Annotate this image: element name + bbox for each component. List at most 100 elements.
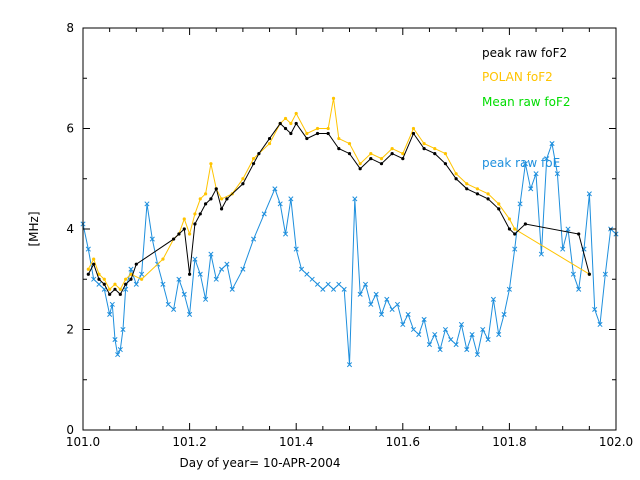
data-point-peak-raw-foe bbox=[485, 336, 491, 343]
data-point-peak-raw-foe bbox=[181, 291, 187, 297]
data-point-peak-raw-fof2 bbox=[129, 277, 133, 281]
data-point-peak-raw-fof2 bbox=[283, 126, 288, 131]
data-point-polan-fof2 bbox=[454, 172, 458, 176]
data-point-peak-raw-foe bbox=[480, 326, 486, 333]
data-point-peak-raw-foe bbox=[533, 171, 539, 177]
data-point-peak-raw-foe bbox=[203, 296, 209, 302]
x-tick-label: 101.2 bbox=[172, 435, 206, 449]
data-point-peak-raw-foe bbox=[464, 347, 470, 353]
legend-entry-peak-raw-fof2: peak raw foF2 bbox=[482, 46, 567, 60]
y-tick-label: 2 bbox=[66, 323, 74, 337]
data-point-polan-fof2 bbox=[203, 192, 208, 196]
data-point-peak-raw-foe bbox=[282, 231, 289, 237]
data-point-peak-raw-fof2 bbox=[433, 152, 437, 156]
data-point-peak-raw-foe bbox=[432, 331, 438, 338]
data-point-polan-fof2 bbox=[241, 177, 245, 181]
y-axis-label: [MHz] bbox=[27, 211, 41, 246]
data-point-peak-raw-foe bbox=[192, 256, 198, 262]
data-point-peak-raw-foe bbox=[224, 261, 230, 267]
data-point-peak-raw-foe bbox=[293, 246, 299, 252]
data-point-peak-raw-fof2 bbox=[134, 262, 138, 266]
data-point-peak-raw-fof2 bbox=[401, 157, 405, 161]
data-point-peak-raw-fof2 bbox=[102, 282, 106, 286]
data-point-polan-fof2 bbox=[129, 272, 133, 276]
data-point-peak-raw-foe bbox=[336, 281, 342, 287]
data-point-peak-raw-foe bbox=[128, 266, 134, 272]
data-point-peak-raw-foe bbox=[394, 301, 401, 307]
data-point-peak-raw-foe bbox=[453, 342, 459, 348]
data-point-peak-raw-fof2 bbox=[113, 287, 117, 291]
data-point-polan-fof2 bbox=[92, 257, 96, 261]
data-point-polan-fof2 bbox=[347, 141, 352, 146]
x-tick-label: 101.0 bbox=[66, 435, 100, 449]
data-point-peak-raw-foe bbox=[171, 306, 177, 312]
data-point-peak-raw-fof2 bbox=[219, 207, 224, 211]
data-point-peak-raw-foe bbox=[357, 291, 363, 297]
legend-entry-mean-raw-fof2: Mean raw foF2 bbox=[482, 95, 571, 109]
data-point-polan-fof2 bbox=[305, 131, 309, 136]
data-point-peak-raw-foe bbox=[448, 336, 454, 343]
data-point-peak-raw-foe bbox=[160, 281, 166, 287]
data-point-peak-raw-fof2 bbox=[203, 202, 208, 206]
data-point-peak-raw-foe bbox=[544, 156, 550, 162]
data-point-peak-raw-foe bbox=[352, 196, 358, 202]
data-point-polan-fof2 bbox=[251, 157, 256, 161]
y-tick-label: 8 bbox=[66, 21, 74, 35]
legend-entry-peak-raw-foe: peak raw foE bbox=[482, 156, 560, 170]
data-point-peak-raw-foe bbox=[139, 271, 145, 277]
data-point-peak-raw-foe bbox=[597, 321, 603, 328]
data-point-polan-fof2 bbox=[267, 141, 272, 146]
data-point-peak-raw-foe bbox=[416, 331, 422, 338]
data-point-polan-fof2 bbox=[315, 126, 320, 131]
data-point-peak-raw-fof2 bbox=[177, 232, 181, 236]
data-point-polan-fof2 bbox=[294, 111, 298, 116]
data-point-peak-raw-foe bbox=[458, 321, 464, 328]
data-point-peak-raw-foe bbox=[288, 196, 294, 202]
data-point-peak-raw-foe bbox=[437, 347, 443, 353]
data-point-polan-fof2 bbox=[182, 217, 186, 221]
data-point-peak-raw-foe bbox=[410, 326, 417, 333]
data-point-polan-fof2 bbox=[513, 227, 517, 231]
data-point-peak-raw-foe bbox=[405, 311, 411, 317]
ticks-layer: 101.0 101.2 101.4 101.6 101.8 102.0 0 2 4 6 8 bbox=[66, 21, 633, 449]
data-point-peak-raw-foe bbox=[197, 271, 203, 277]
y-tick-label: 0 bbox=[66, 423, 74, 437]
legend-entry-polan-fof2: POLAN foF2 bbox=[482, 70, 553, 84]
data-point-polan-fof2 bbox=[369, 152, 373, 156]
data-point-peak-raw-fof2 bbox=[294, 121, 298, 126]
data-point-peak-raw-foe bbox=[384, 296, 390, 302]
data-point-polan-fof2 bbox=[198, 197, 202, 201]
data-point-peak-raw-foe bbox=[107, 311, 113, 317]
data-point-peak-raw-foe bbox=[368, 301, 374, 307]
data-point-peak-raw-foe bbox=[272, 186, 278, 192]
data-point-peak-raw-foe bbox=[592, 306, 598, 312]
data-point-peak-raw-foe bbox=[469, 331, 475, 338]
data-point-peak-raw-foe bbox=[522, 161, 528, 167]
data-point-peak-raw-foe bbox=[219, 266, 225, 272]
data-point-peak-raw-fof2 bbox=[454, 177, 458, 181]
data-point-peak-raw-foe bbox=[117, 347, 123, 353]
data-point-peak-raw-foe bbox=[389, 306, 395, 312]
data-point-peak-raw-foe bbox=[251, 236, 257, 242]
data-point-polan-fof2 bbox=[108, 287, 112, 291]
data-point-peak-raw-foe bbox=[549, 141, 555, 147]
data-point-polan-fof2 bbox=[289, 121, 293, 126]
data-point-peak-raw-fof2 bbox=[97, 277, 101, 281]
data-point-peak-raw-foe bbox=[570, 271, 576, 277]
data-point-peak-raw-fof2 bbox=[92, 262, 96, 266]
data-point-peak-raw-foe bbox=[362, 281, 369, 287]
data-point-peak-raw-fof2 bbox=[411, 131, 416, 136]
data-point-peak-raw-foe bbox=[304, 271, 310, 277]
data-point-peak-raw-foe bbox=[565, 226, 571, 232]
data-point-polan-fof2 bbox=[193, 212, 197, 216]
data-point-peak-raw-fof2 bbox=[577, 232, 581, 236]
data-point-peak-raw-fof2 bbox=[108, 292, 112, 296]
data-point-peak-raw-foe bbox=[421, 316, 427, 323]
data-point-peak-raw-fof2 bbox=[390, 152, 394, 156]
data-point-polan-fof2 bbox=[102, 277, 106, 281]
data-point-polan-fof2 bbox=[465, 182, 469, 186]
data-point-polan-fof2 bbox=[86, 267, 90, 271]
data-point-peak-raw-foe bbox=[576, 286, 582, 292]
data-point-peak-raw-fof2 bbox=[257, 152, 261, 156]
